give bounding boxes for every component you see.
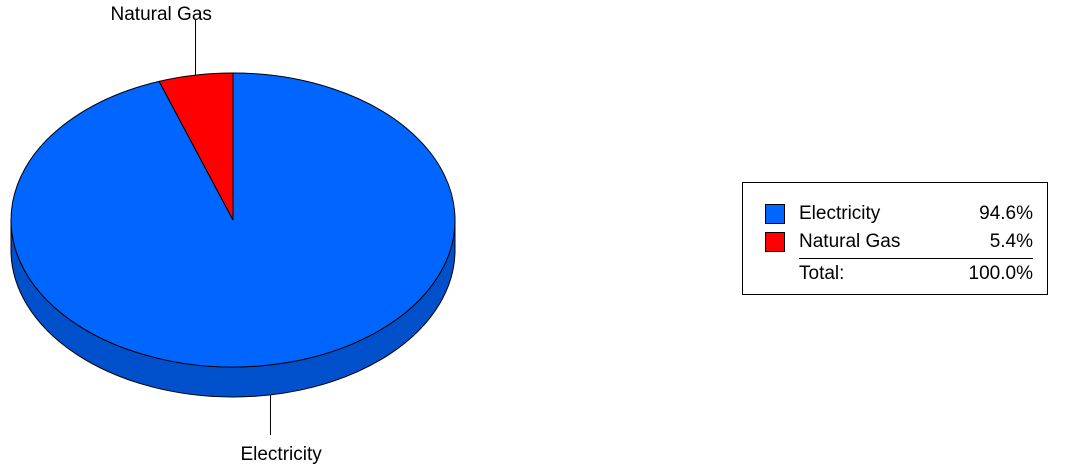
legend-swatch-electricity <box>765 204 785 224</box>
legend-total-label: Total: <box>799 263 845 284</box>
leader-lines <box>195 20 271 435</box>
legend: Electricity 94.6% Natural Gas 5.4% Total… <box>742 182 1048 295</box>
pie-slice-electricity <box>10 72 456 368</box>
pie-slices <box>10 72 456 368</box>
legend-item-natural-gas: Natural Gas 5.4% <box>765 229 1033 255</box>
legend-total-value: 100.0% <box>968 263 1033 284</box>
legend-value: 5.4% <box>989 231 1033 252</box>
slice-label-natural-gas: Natural Gas <box>111 4 212 25</box>
legend-value: 94.6% <box>979 203 1033 224</box>
pie-slice-natural-gas <box>158 72 234 221</box>
legend-label: Electricity <box>799 203 881 224</box>
legend-total-row: Total: 100.0% <box>765 261 1033 287</box>
slice-label-electricity: Electricity <box>240 444 322 465</box>
legend-divider <box>799 258 1033 259</box>
legend-swatch-natural-gas <box>765 232 785 252</box>
legend-item-electricity: Electricity 94.6% <box>765 201 1033 227</box>
legend-label: Natural Gas <box>799 231 901 252</box>
slice-labels: Electricity Natural Gas <box>111 4 323 465</box>
